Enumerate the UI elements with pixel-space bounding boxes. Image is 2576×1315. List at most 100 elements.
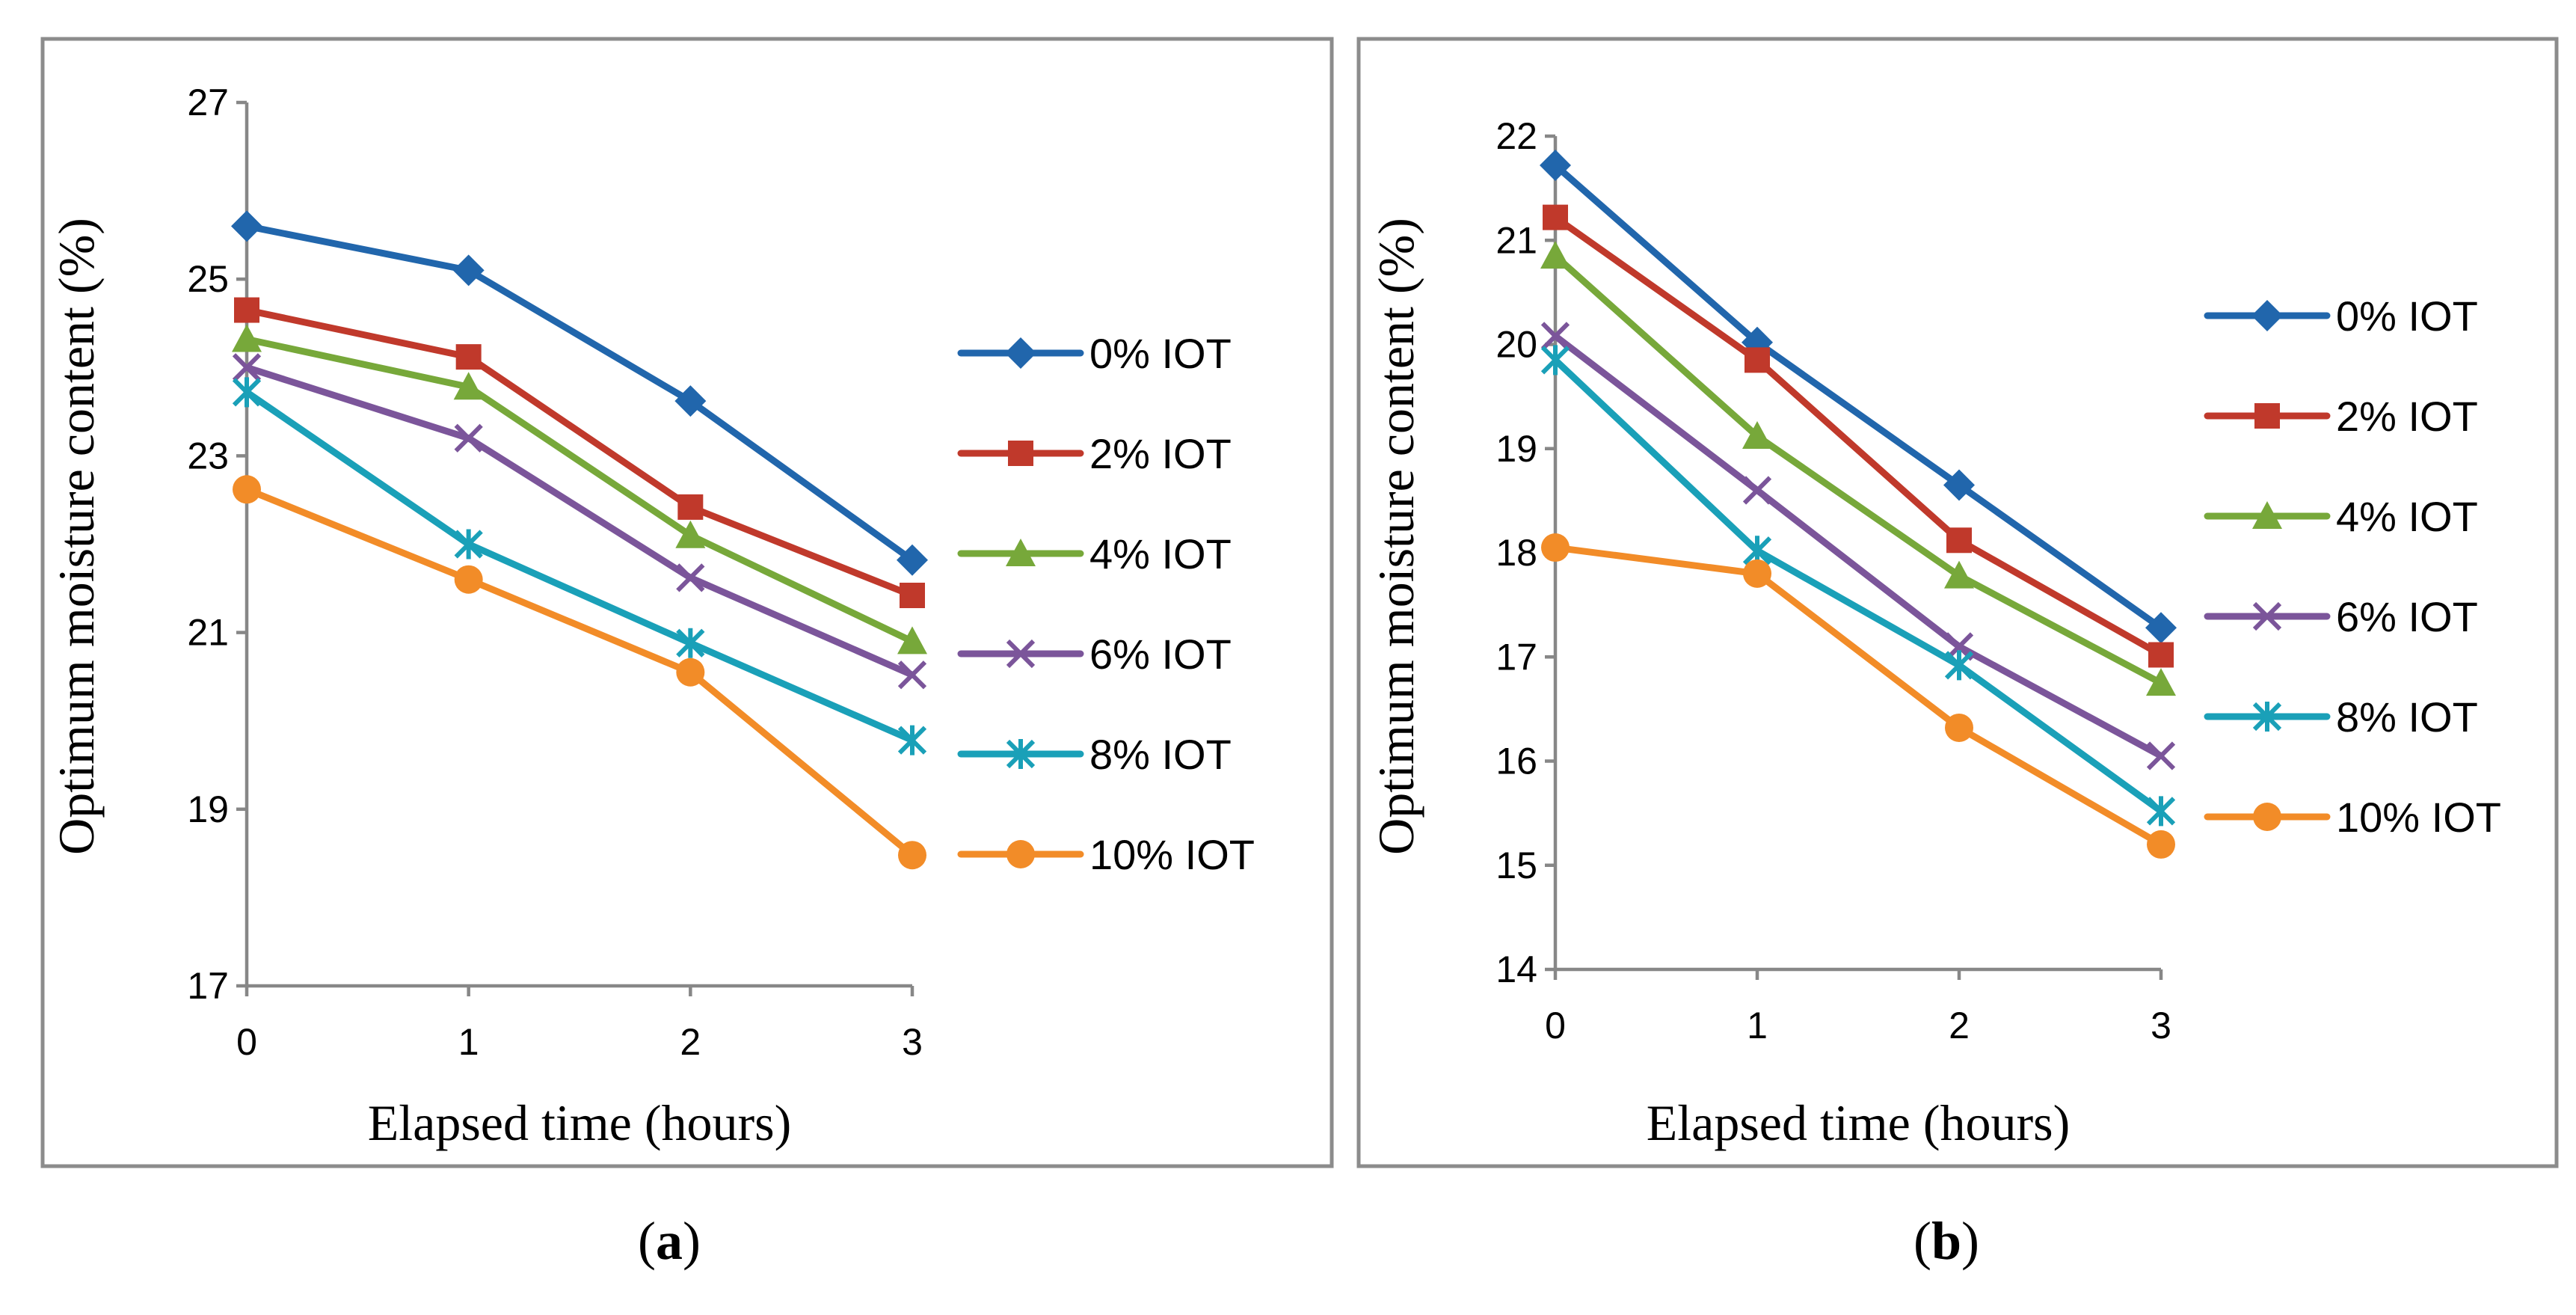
panel-b-caption: (b) bbox=[1913, 1211, 1979, 1271]
panel-a-series-2 bbox=[232, 324, 927, 655]
panel-a-legend-marker bbox=[1008, 441, 1033, 466]
panel-b-data-point bbox=[2148, 642, 2174, 668]
panel-b-series-3 bbox=[1540, 322, 2176, 770]
panel-b-data-point bbox=[1540, 322, 1570, 351]
panel-b-series-line bbox=[1552, 356, 2165, 815]
panel-b-data-point bbox=[1540, 241, 1570, 269]
panel-b-series-line bbox=[1552, 544, 2165, 848]
panel-a-legend-label: 8% IOT bbox=[1089, 731, 1232, 778]
panel-a-series-line bbox=[243, 222, 916, 564]
panel-b-x-tick-label: 2 bbox=[1949, 1005, 1970, 1046]
panel-a-data-point bbox=[674, 385, 707, 417]
panel-a-legend-label: 10% IOT bbox=[1089, 831, 1255, 878]
panel-a-series-line bbox=[243, 336, 916, 645]
panel-b-legend-entry: 8% IOT bbox=[2204, 693, 2478, 741]
panel-a-x-tick-label: 2 bbox=[680, 1021, 701, 1063]
panel-b-data-point bbox=[1540, 149, 1571, 181]
panel-a-data-point bbox=[676, 658, 705, 687]
panel-b-series-2 bbox=[1540, 241, 2176, 696]
panel-b-data-point bbox=[2146, 796, 2176, 827]
panel-a-legend-entry: 0% IOT bbox=[957, 330, 1232, 377]
panel-a-legend-entry: 8% IOT bbox=[957, 731, 1232, 778]
panel-b-series-line bbox=[1552, 214, 2165, 658]
panel-a-data-point bbox=[233, 475, 261, 504]
panel-a-legend-marker bbox=[1006, 739, 1036, 769]
panel-a-legend-marker bbox=[1006, 539, 1036, 566]
panel-a-y-axis-title: Optimum moisture content (%) bbox=[48, 218, 105, 855]
chart-panel-b: 14 15 16 17 18 19 20 21 22 0 1 2 3 Optimum moisture c… bbox=[1356, 37, 2559, 1168]
panel-a-legend-label: 4% IOT bbox=[1089, 530, 1232, 577]
panel-a-frame bbox=[40, 37, 1334, 1168]
panel-a-data-point bbox=[677, 494, 704, 520]
panel-b-y-tick-label: 21 bbox=[1496, 219, 1537, 261]
panel-a-series-line bbox=[243, 307, 916, 599]
panel-b-series-1 bbox=[1543, 204, 2174, 668]
panel-b-x-tick-label: 0 bbox=[1545, 1005, 1566, 1046]
panel-b-data-point bbox=[1742, 476, 1772, 505]
panel-b-legend-entry: 0% IOT bbox=[2204, 292, 2478, 340]
panel-a-x-tick-label: 1 bbox=[458, 1021, 479, 1063]
panel-a-y-tick-label: 23 bbox=[187, 435, 229, 476]
panel-a-legend-marker bbox=[1006, 840, 1035, 868]
panel-a-data-point bbox=[454, 565, 483, 594]
panel-b-series-4 bbox=[1540, 345, 2176, 827]
panel-b-legend-entry: 4% IOT bbox=[2204, 493, 2478, 540]
panel-a-legend-entry: 6% IOT bbox=[957, 631, 1232, 678]
panel-a-legend-entry: 2% IOT bbox=[957, 430, 1232, 477]
panel-a-series-3 bbox=[232, 353, 927, 690]
panel-b-series-line bbox=[1552, 252, 2165, 687]
panel-a-y-tick-label: 25 bbox=[187, 258, 229, 300]
panel-b-legend-label: 10% IOT bbox=[2336, 794, 2501, 841]
panel-a-data-point bbox=[232, 324, 262, 352]
panel-b-series-line bbox=[1552, 162, 2165, 631]
panel-b-x-tick-label: 3 bbox=[2151, 1005, 2171, 1046]
panel-a-x-tick-label: 0 bbox=[236, 1021, 257, 1063]
panel-a-y-tick-label: 19 bbox=[187, 788, 229, 830]
panel-b-y-tick-label: 14 bbox=[1496, 948, 1537, 990]
panel-a-data-point bbox=[452, 254, 485, 286]
panel-a-data-point bbox=[676, 563, 705, 592]
panel-a-data-point bbox=[897, 544, 928, 576]
panel-a-data-point bbox=[234, 297, 259, 323]
panel-b-series-5 bbox=[1541, 533, 2175, 859]
panel-b-legend-entry: 10% IOT bbox=[2204, 794, 2501, 841]
panel-a-y-tick-label: 17 bbox=[187, 965, 229, 1007]
panel-b-data-point bbox=[1742, 421, 1772, 450]
panel-a-data-point bbox=[232, 353, 262, 382]
panel-b-y-tick-label: 17 bbox=[1496, 636, 1537, 678]
panel-a-data-point bbox=[454, 529, 483, 560]
panel-a-y-tick-label: 27 bbox=[187, 82, 229, 123]
panel-b-data-point bbox=[1743, 559, 1771, 588]
panel-b-legend-marker bbox=[2254, 403, 2280, 429]
panel-a-x-tick-label: 3 bbox=[902, 1021, 923, 1063]
panel-b-data-point bbox=[2147, 830, 2175, 859]
panel-b-y-tick-label: 19 bbox=[1496, 428, 1537, 470]
panel-b-data-point bbox=[1943, 469, 1975, 501]
panel-b-y-tick-label: 15 bbox=[1496, 845, 1537, 886]
panel-b-legend-marker bbox=[2252, 601, 2282, 631]
panel-b-y-tick-label: 16 bbox=[1496, 741, 1537, 782]
panel-b-data-point bbox=[1944, 650, 1974, 681]
panel-a-series-1 bbox=[234, 297, 925, 608]
panel-b-legend-marker bbox=[2252, 501, 2282, 529]
panel-a-legend-marker bbox=[1005, 337, 1036, 369]
panel-b-legend-entry: 2% IOT bbox=[2204, 393, 2478, 440]
panel-b-legend-label: 8% IOT bbox=[2336, 693, 2478, 741]
panel-b-data-point bbox=[2146, 741, 2176, 770]
panel-a-series-line bbox=[243, 388, 916, 744]
panel-a-legend-marker bbox=[1006, 639, 1036, 669]
panel-b-y-tick-label: 18 bbox=[1496, 532, 1537, 574]
panel-b-legend-label: 6% IOT bbox=[2336, 593, 2478, 640]
panel-b-legend-label: 2% IOT bbox=[2336, 393, 2478, 440]
panel-b-x-axis-title: Elapsed time (hours) bbox=[1647, 1094, 2071, 1151]
panel-a-data-point bbox=[900, 582, 925, 608]
panel-b-legend-marker bbox=[2253, 803, 2281, 831]
panel-b-legend-marker bbox=[2251, 300, 2283, 331]
panel-a-data-point bbox=[898, 841, 926, 870]
panel-a-series-4 bbox=[232, 377, 927, 755]
panel-b-legend-marker bbox=[2252, 702, 2282, 732]
panel-b-data-point bbox=[1946, 527, 1972, 554]
panel-a-series-0 bbox=[231, 210, 928, 576]
